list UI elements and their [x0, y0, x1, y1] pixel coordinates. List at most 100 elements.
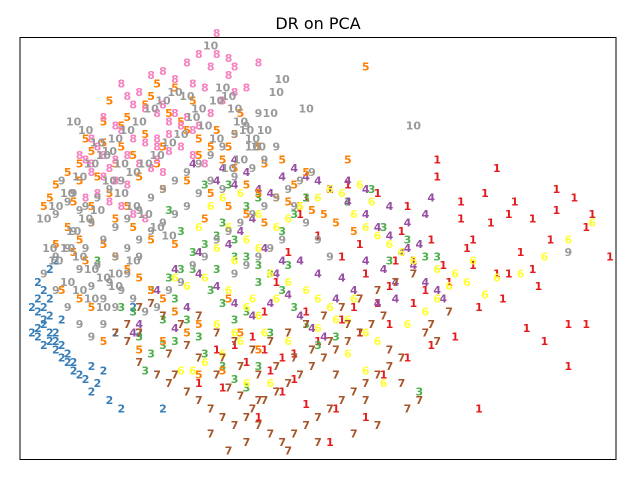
point-label-7: 7: [308, 343, 316, 356]
point-label-6: 6: [362, 221, 370, 234]
point-label-1: 1: [475, 301, 483, 314]
point-label-9: 9: [195, 187, 203, 200]
point-label-9: 9: [58, 175, 66, 188]
point-label-4: 4: [404, 242, 412, 255]
point-label-6: 6: [362, 364, 370, 377]
point-label-6: 6: [410, 255, 418, 268]
point-label-9: 9: [326, 250, 334, 263]
point-label-8: 8: [231, 86, 239, 99]
point-label-7: 7: [308, 360, 316, 373]
point-label-7: 7: [344, 335, 352, 348]
point-label-1: 1: [523, 322, 531, 335]
point-label-9: 9: [112, 221, 120, 234]
point-label-10: 10: [149, 149, 165, 162]
point-label-10: 10: [185, 111, 201, 124]
point-label-5: 5: [344, 153, 352, 166]
point-label-8: 8: [94, 187, 102, 200]
point-label-3: 3: [332, 331, 340, 344]
point-label-9: 9: [40, 267, 48, 280]
point-label-9: 9: [219, 183, 227, 196]
point-label-5: 5: [213, 124, 221, 137]
point-label-2: 2: [64, 356, 72, 369]
point-label-10: 10: [233, 115, 249, 128]
point-label-2: 2: [34, 331, 42, 344]
point-label-5: 5: [290, 179, 298, 192]
point-label-8: 8: [88, 158, 96, 171]
point-label-3: 3: [231, 314, 239, 327]
point-label-7: 7: [296, 369, 304, 382]
point-label-8: 8: [135, 158, 143, 171]
point-label-8: 8: [129, 208, 137, 221]
point-label-9: 9: [249, 208, 257, 221]
point-label-3: 3: [404, 234, 412, 247]
point-label-1: 1: [302, 398, 310, 411]
point-label-6: 6: [541, 250, 549, 263]
point-label-1: 1: [362, 411, 370, 424]
point-label-9: 9: [296, 175, 304, 188]
point-label-3: 3: [219, 217, 227, 230]
point-label-7: 7: [320, 310, 328, 323]
point-label-4: 4: [243, 166, 251, 179]
point-label-4: 4: [308, 322, 316, 335]
point-label-10: 10: [126, 166, 142, 179]
point-label-8: 8: [100, 111, 108, 124]
point-label-4: 4: [284, 288, 292, 301]
point-label-9: 9: [171, 175, 179, 188]
point-label-7: 7: [177, 318, 185, 331]
point-label-4: 4: [255, 183, 263, 196]
point-label-10: 10: [209, 94, 225, 107]
point-label-4: 4: [135, 318, 143, 331]
point-label-1: 1: [266, 364, 274, 377]
point-label-10: 10: [227, 103, 243, 116]
point-label-3: 3: [433, 250, 441, 263]
point-label-6: 6: [302, 284, 310, 297]
point-label-9: 9: [213, 234, 221, 247]
point-label-5: 5: [76, 234, 84, 247]
point-label-7: 7: [433, 335, 441, 348]
point-label-2: 2: [34, 322, 42, 335]
point-label-3: 3: [213, 229, 221, 242]
point-label-8: 8: [201, 158, 209, 171]
point-label-10: 10: [108, 132, 124, 145]
point-label-3: 3: [243, 381, 251, 394]
point-label-8: 8: [94, 141, 102, 154]
point-label-5: 5: [278, 153, 286, 166]
point-label-7: 7: [219, 352, 227, 365]
point-label-7: 7: [123, 318, 131, 331]
point-label-6: 6: [493, 272, 501, 285]
point-label-8: 8: [225, 69, 233, 82]
point-label-8: 8: [195, 120, 203, 133]
point-label-2: 2: [106, 394, 114, 407]
point-label-6: 6: [266, 267, 274, 280]
point-label-9: 9: [106, 276, 114, 289]
point-label-7: 7: [386, 343, 394, 356]
point-label-2: 2: [70, 356, 78, 369]
point-label-8: 8: [147, 69, 155, 82]
point-label-6: 6: [219, 191, 227, 204]
point-label-1: 1: [451, 331, 459, 344]
point-label-4: 4: [421, 208, 429, 221]
plot-frame: [19, 37, 617, 460]
point-label-8: 8: [141, 213, 149, 226]
point-label-3: 3: [171, 293, 179, 306]
point-label-6: 6: [386, 238, 394, 251]
point-label-9: 9: [147, 225, 155, 238]
point-label-5: 5: [88, 301, 96, 314]
point-label-4: 4: [362, 183, 370, 196]
point-label-6: 6: [338, 187, 346, 200]
point-label-4: 4: [129, 326, 137, 339]
point-label-10: 10: [263, 107, 279, 120]
point-label-7: 7: [255, 369, 263, 382]
point-label-5: 5: [243, 208, 251, 221]
point-label-6: 6: [243, 301, 251, 314]
point-label-1: 1: [541, 335, 549, 348]
point-label-6: 6: [213, 318, 221, 331]
point-label-7: 7: [350, 428, 358, 441]
point-label-6: 6: [380, 377, 388, 390]
point-label-5: 5: [76, 293, 84, 306]
point-label-10: 10: [102, 175, 118, 188]
point-label-5: 5: [147, 234, 155, 247]
point-label-6: 6: [201, 272, 209, 285]
point-label-1: 1: [296, 208, 304, 221]
point-label-7: 7: [278, 436, 286, 449]
